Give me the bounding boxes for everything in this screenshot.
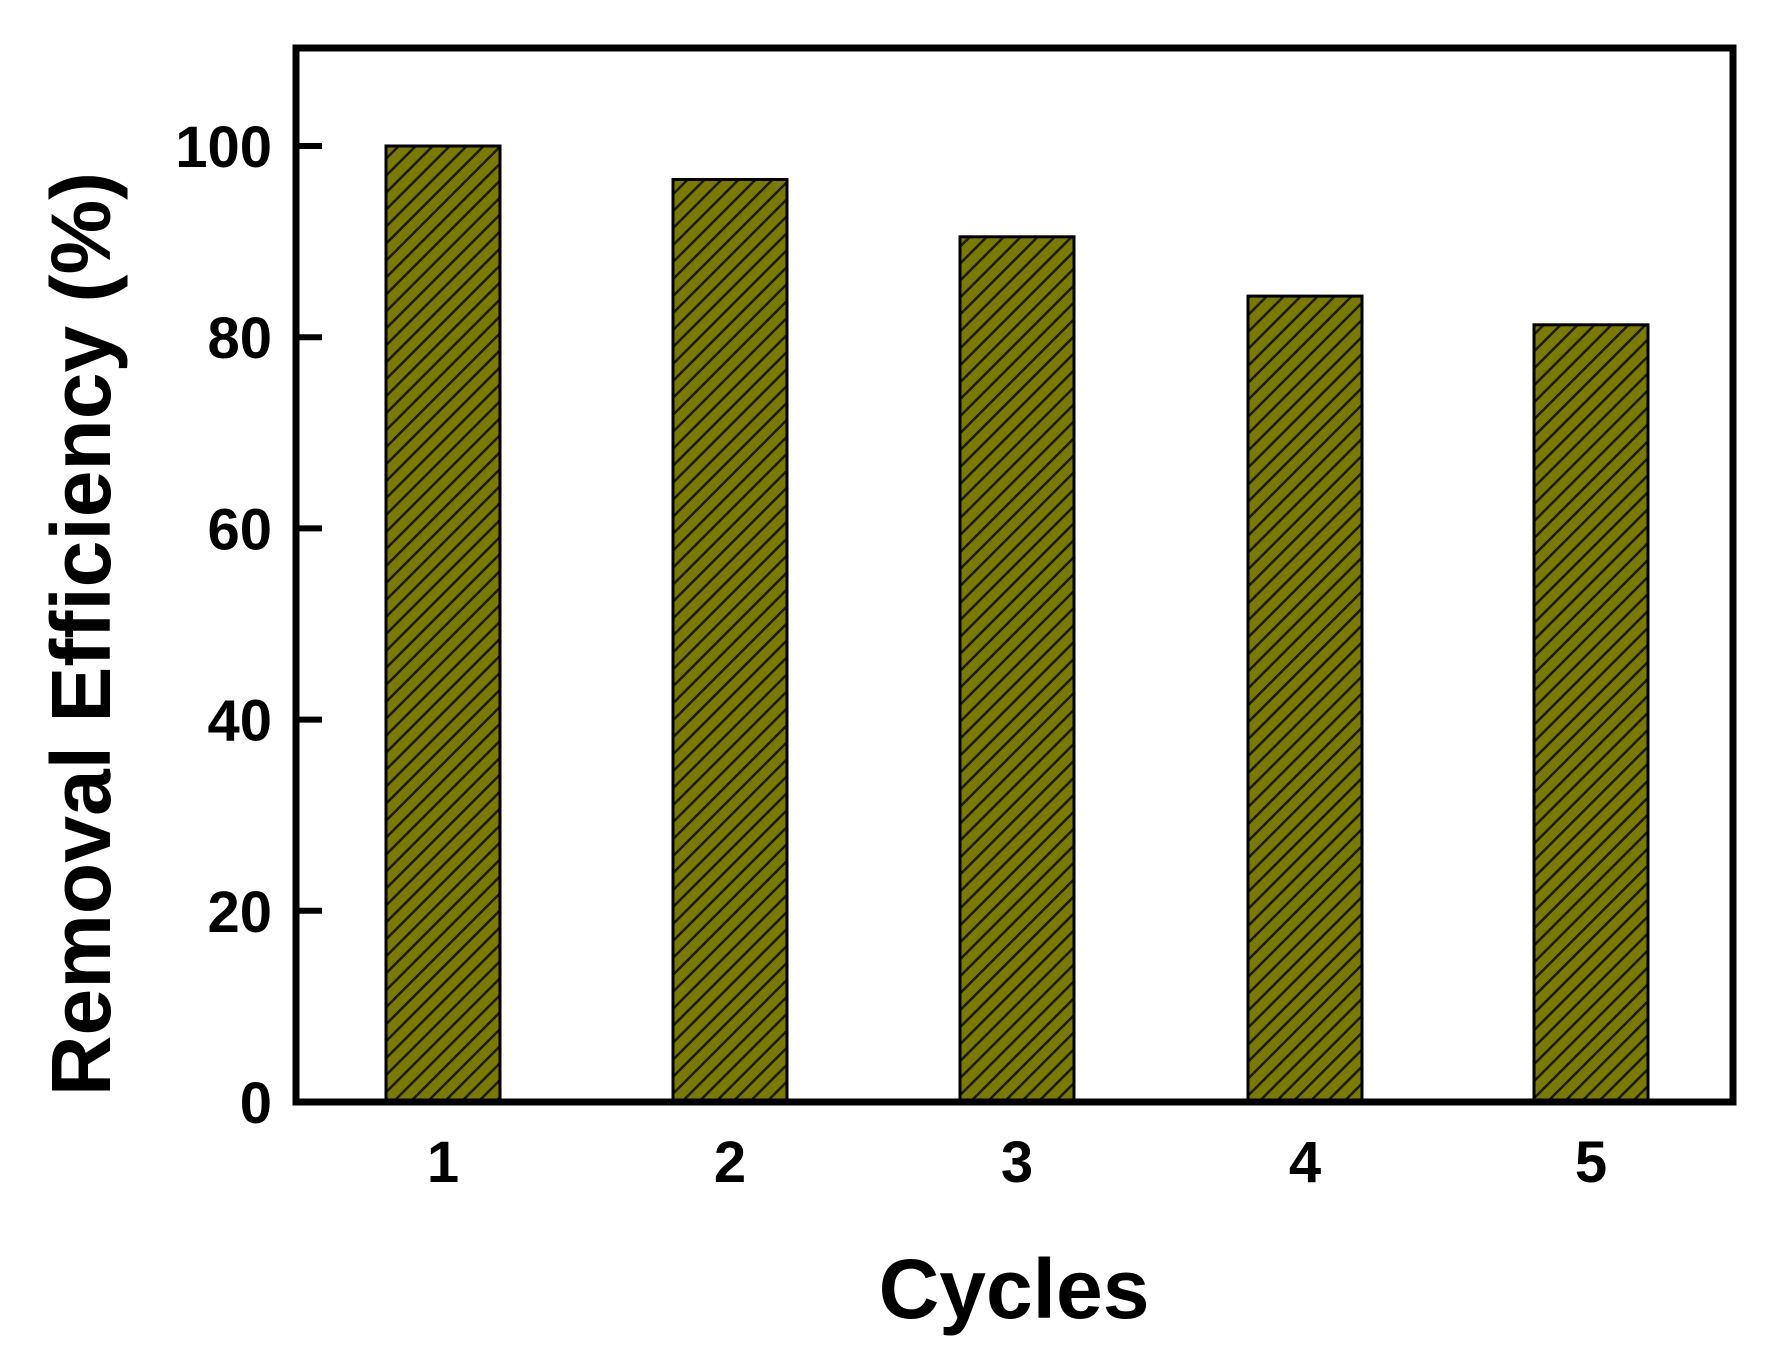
x-tick-label: 3 bbox=[1001, 1130, 1033, 1195]
y-tick-label: 100 bbox=[175, 115, 272, 180]
y-tick-label: 60 bbox=[207, 497, 272, 562]
x-tick-label: 1 bbox=[427, 1130, 459, 1195]
bar-cycle-5 bbox=[1532, 323, 1650, 1104]
bars-layer bbox=[384, 144, 1650, 1104]
bar-cycle-3 bbox=[958, 235, 1076, 1104]
x-axis-ticks: 1 2 3 4 5 bbox=[427, 1130, 1607, 1195]
x-tick-label: 4 bbox=[1289, 1130, 1321, 1195]
y-tick-label: 20 bbox=[207, 880, 272, 945]
x-axis-title: Cycles bbox=[879, 1242, 1150, 1336]
y-tick-label: 0 bbox=[240, 1071, 272, 1136]
y-axis-title: Removal Efficiency (%) bbox=[34, 172, 128, 1096]
bar-cycle-2 bbox=[671, 178, 789, 1104]
y-axis-ticks: 0 20 40 60 80 100 bbox=[175, 115, 322, 1136]
bar-cycle-4 bbox=[1246, 294, 1364, 1104]
y-tick-label: 80 bbox=[207, 306, 272, 371]
plot-frame bbox=[292, 44, 1737, 1106]
y-tick-label: 40 bbox=[207, 689, 272, 754]
x-tick-label: 5 bbox=[1575, 1130, 1607, 1195]
bar-cycle-1 bbox=[384, 144, 502, 1104]
x-tick-label: 2 bbox=[714, 1130, 746, 1195]
